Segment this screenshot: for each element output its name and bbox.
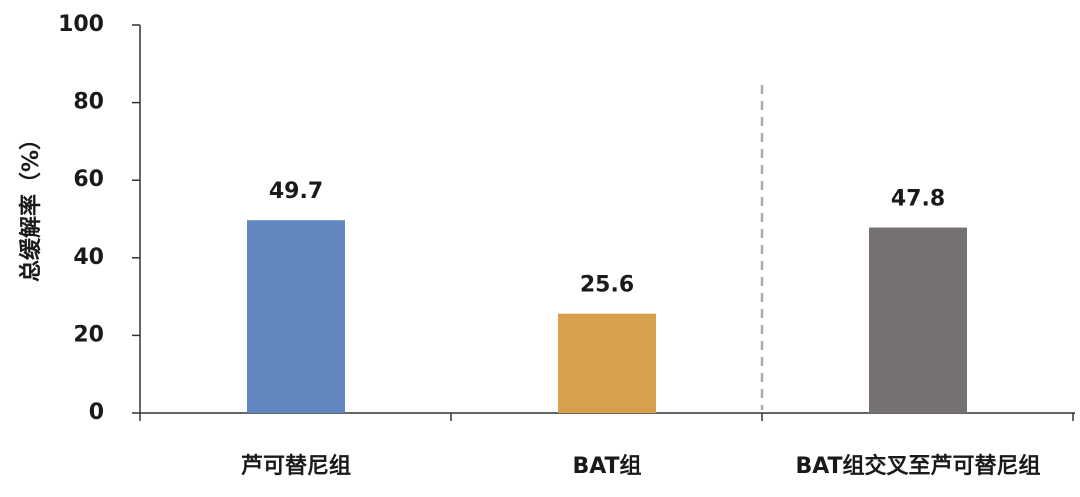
y-axis-title: 总缓解率（%） (18, 128, 44, 282)
x-tick-label: BAT组交叉至芦可替尼组 (795, 453, 1040, 479)
y-tick-label: 20 (73, 322, 104, 347)
x-tick-label: 芦可替尼组 (241, 453, 351, 479)
bar (247, 220, 345, 413)
bar (558, 313, 656, 413)
y-tick-label: 60 (73, 167, 104, 192)
bar (869, 227, 967, 413)
data-label: 49.7 (269, 179, 323, 204)
y-tick-label: 80 (73, 90, 104, 115)
y-tick-label: 100 (58, 12, 104, 37)
y-tick-label: 40 (73, 245, 104, 270)
data-label: 25.6 (580, 273, 634, 298)
data-label: 47.8 (891, 187, 945, 212)
x-tick-label: BAT组 (572, 453, 641, 479)
y-tick-label: 0 (89, 400, 104, 425)
